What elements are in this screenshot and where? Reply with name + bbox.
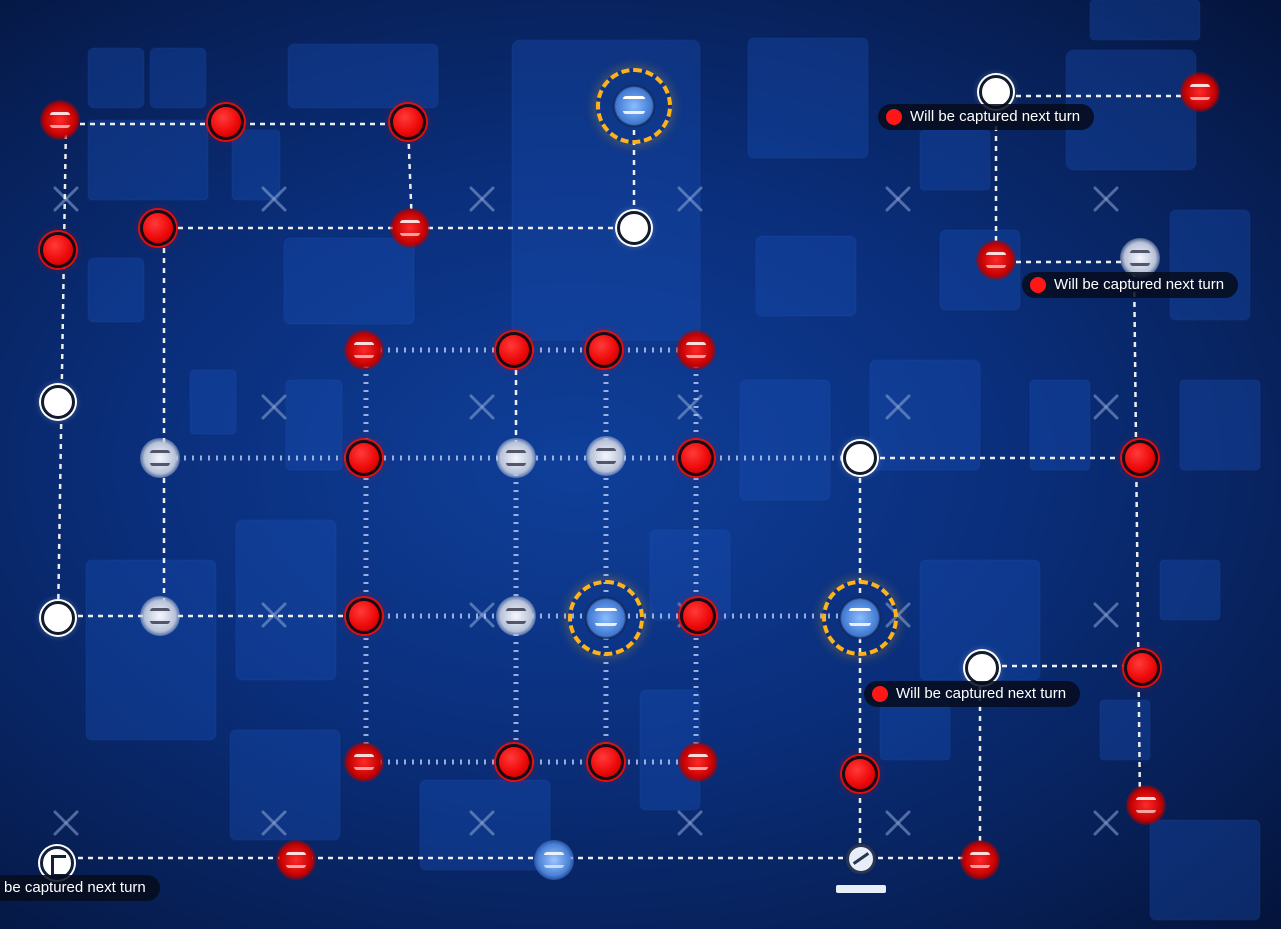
- enemy-facility-icon[interactable]: [344, 330, 384, 370]
- enemy-node[interactable]: [40, 232, 76, 268]
- neutral-node[interactable]: [843, 441, 877, 475]
- enemy-facility-icon[interactable]: [40, 100, 80, 140]
- enemy-node[interactable]: [678, 440, 714, 476]
- enemy-node[interactable]: [1124, 650, 1160, 686]
- warning-dot-icon: [872, 686, 888, 702]
- disabled-x-icon: [1093, 810, 1119, 836]
- enemy-node[interactable]: [496, 744, 532, 780]
- enemy-facility-icon[interactable]: [344, 742, 384, 782]
- capture-warning-tooltip: Will be captured next turn: [1022, 272, 1239, 298]
- disabled-x-icon: [677, 186, 703, 212]
- capture-warning-tooltip: Will be captured next turn: [864, 681, 1081, 707]
- enemy-facility-icon[interactable]: [676, 330, 716, 370]
- neutral-node[interactable]: [965, 651, 999, 685]
- enemy-node[interactable]: [1122, 440, 1158, 476]
- disabled-x-icon: [261, 602, 287, 628]
- warning-dot-icon: [886, 109, 902, 125]
- route-links: [56, 94, 1200, 860]
- enemy-node[interactable]: [588, 744, 624, 780]
- tooltip-text: be captured next turn: [4, 879, 146, 896]
- disabled-x-icon: [261, 810, 287, 836]
- neutral-facility-icon[interactable]: [586, 436, 626, 476]
- disabled-x-icon: [469, 810, 495, 836]
- disabled-x-icon: [885, 394, 911, 420]
- enemy-node[interactable]: [586, 332, 622, 368]
- enemy-node[interactable]: [346, 440, 382, 476]
- neutral-facility-icon[interactable]: [496, 438, 536, 478]
- enemy-node[interactable]: [496, 332, 532, 368]
- warning-dot-icon: [1030, 277, 1046, 293]
- enemy-node[interactable]: [390, 104, 426, 140]
- neutral-node[interactable]: [41, 385, 75, 419]
- hq-icon[interactable]: [596, 68, 672, 144]
- disabled-x-icon: [469, 394, 495, 420]
- capture-warning-tooltip: Will be captured next turn: [878, 104, 1095, 130]
- disabled-x-icon: [1093, 394, 1119, 420]
- neutral-facility-icon[interactable]: [140, 596, 180, 636]
- neutral-node[interactable]: [617, 211, 651, 245]
- disabled-x-icon: [885, 186, 911, 212]
- enemy-node[interactable]: [346, 598, 382, 634]
- disabled-x-icon: [677, 810, 703, 836]
- enemy-node[interactable]: [680, 598, 716, 634]
- enemy-facility-icon[interactable]: [1126, 785, 1166, 825]
- hq-icon[interactable]: [568, 580, 644, 656]
- disabled-x-icon: [261, 186, 287, 212]
- neutral-facility-icon[interactable]: [1120, 238, 1160, 278]
- neutral-facility-icon[interactable]: [496, 596, 536, 636]
- disabled-x-icon: [469, 186, 495, 212]
- disabled-x-icon: [469, 602, 495, 628]
- neutral-facility-icon[interactable]: [140, 438, 180, 478]
- disabled-x-icon: [885, 810, 911, 836]
- enemy-facility-icon[interactable]: [276, 840, 316, 880]
- disabled-x-icon: [261, 394, 287, 420]
- enemy-node[interactable]: [208, 104, 244, 140]
- enemy-facility-icon[interactable]: [976, 240, 1016, 280]
- hq-icon[interactable]: [822, 580, 898, 656]
- disabled-x-icon: [53, 810, 79, 836]
- disabled-x-icon: [1093, 186, 1119, 212]
- enemy-node[interactable]: [842, 756, 878, 792]
- ally-facility-icon[interactable]: [534, 840, 574, 880]
- enemy-facility-icon[interactable]: [1180, 72, 1220, 112]
- tooltip-text: Will be captured next turn: [910, 108, 1081, 125]
- enemy-node[interactable]: [140, 210, 176, 246]
- blocked-node-label: [836, 885, 886, 893]
- disabled-x-icon: [1093, 602, 1119, 628]
- tooltip-text: Will be captured next turn: [896, 685, 1067, 702]
- enemy-facility-icon[interactable]: [678, 742, 718, 782]
- neutral-node[interactable]: [41, 601, 75, 635]
- capture-warning-tooltip: be captured next turn: [0, 875, 160, 901]
- enemy-facility-icon[interactable]: [960, 840, 1000, 880]
- tooltip-text: Will be captured next turn: [1054, 276, 1225, 293]
- enemy-facility-icon[interactable]: [390, 208, 430, 248]
- blocked-node-icon[interactable]: [846, 844, 876, 874]
